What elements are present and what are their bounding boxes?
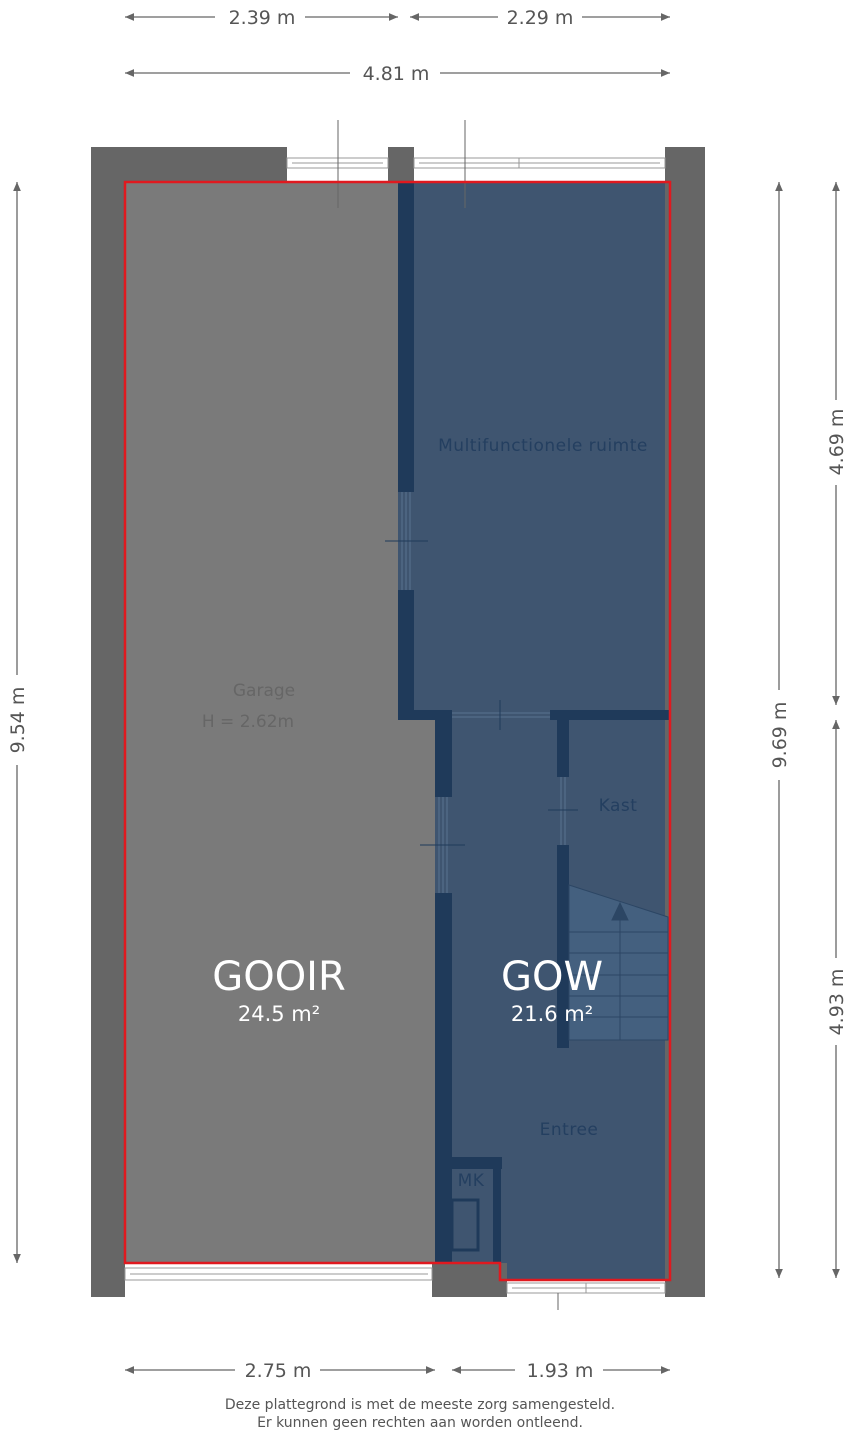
inner-walls bbox=[398, 182, 670, 1263]
room-label-mk: MK bbox=[458, 1171, 485, 1191]
zone-label-gow: GOW bbox=[501, 954, 603, 1000]
room-height-label: H = 2.62m bbox=[202, 712, 294, 732]
footer-disclaimer-line1: Deze plattegrond is met de meeste zorg s… bbox=[225, 1397, 615, 1413]
staircase bbox=[568, 884, 669, 1041]
room-label-garage: Garage bbox=[233, 681, 295, 701]
windows bbox=[124, 120, 666, 1310]
zone-area-gooir: 24.5 m² bbox=[238, 1002, 320, 1026]
room-label-multifunctional: Multifunctionele ruimte bbox=[438, 436, 648, 456]
zone-label-gooir: GOOIR bbox=[212, 954, 346, 1000]
dim-top-right: 2.29 m bbox=[507, 7, 574, 29]
dim-left-total: 9.54 m bbox=[7, 687, 29, 754]
dim-top-left: 2.39 m bbox=[229, 7, 296, 29]
footer-disclaimer-line2: Er kunnen geen rechten aan worden ontlee… bbox=[257, 1415, 583, 1431]
room-label-kast: Kast bbox=[599, 796, 638, 816]
zone-area-gow: 21.6 m² bbox=[511, 1002, 593, 1026]
outer-walls bbox=[91, 147, 705, 1297]
dim-right-lower: 4.93 m bbox=[826, 969, 848, 1036]
dim-bottom-left: 2.75 m bbox=[245, 1360, 312, 1382]
zone-outline bbox=[123, 180, 672, 1282]
doors bbox=[385, 492, 578, 893]
dimension-lines bbox=[13, 13, 840, 1374]
room-label-entree: Entree bbox=[540, 1120, 599, 1140]
dim-right-total: 9.69 m bbox=[769, 702, 791, 769]
dim-right-upper: 4.69 m bbox=[826, 409, 848, 476]
dim-top-total: 4.81 m bbox=[363, 63, 430, 85]
zone-gooir-fill bbox=[125, 182, 435, 1263]
dim-bottom-right: 1.93 m bbox=[527, 1360, 594, 1382]
